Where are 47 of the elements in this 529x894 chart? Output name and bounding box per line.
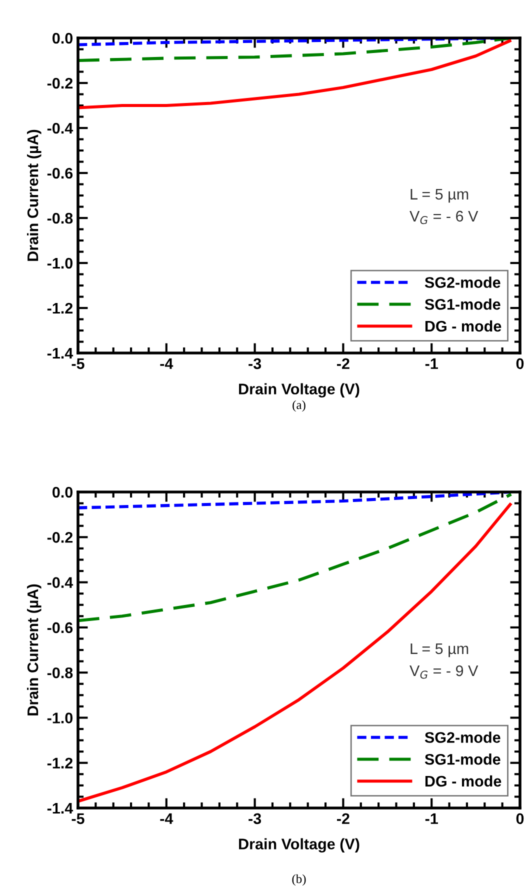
annotation: V$_{G}$ = - 6 V (410, 210, 478, 224)
text: (b) (292, 874, 306, 886)
y-tick-label: -1.2 (47, 302, 73, 314)
y-tick-label: 0.0 (52, 486, 73, 498)
x-axis-title: Drain Voltage (V) (239, 383, 360, 398)
legend-label: SG2-mode (424, 276, 500, 288)
x-tick-label: -4 (160, 813, 174, 824)
x-tick-label: -5 (72, 358, 84, 370)
y-tick-label: -1.2 (47, 758, 73, 768)
line-series (78, 38, 513, 110)
line-series (78, 492, 513, 622)
y-tick-label: -1.4 (47, 803, 74, 814)
text: (a) (292, 400, 306, 412)
y-tick-label: -1.4 (47, 348, 74, 359)
y-tick-label: -0.2 (47, 532, 73, 543)
y-tick-label: -1.0 (47, 712, 73, 724)
y-axis-title: Drain Current (µA) (27, 130, 42, 261)
x-tick-label: -5 (72, 813, 84, 824)
x-tick-label: 0 (516, 358, 524, 370)
x-tick-label: -2 (337, 813, 350, 824)
x-tick-label: -2 (337, 358, 350, 369)
y-tick-label: -0.6 (47, 622, 73, 634)
annotation: L = 5 µm (410, 188, 468, 203)
legend-label: DG - mode (425, 775, 502, 787)
y-tick-label: 0.0 (52, 32, 73, 44)
annotation: L = 5 µm (410, 643, 468, 658)
x-tick-label: -3 (248, 358, 262, 370)
y-axis-title: Drain Current (µA) (27, 584, 42, 716)
legend-label: DG - mode (425, 320, 502, 332)
y-tick-label: -1.0 (47, 258, 73, 269)
legend-label: SG1-mode (424, 298, 500, 310)
line-series (78, 502, 513, 803)
y-tick-label: -0.4 (47, 122, 74, 134)
x-tick-label: -1 (425, 358, 438, 369)
y-tick-label: -0.2 (47, 78, 73, 89)
legend-label: SG1-mode (424, 754, 500, 765)
y-tick-label: -0.6 (47, 168, 73, 179)
x-tick-label: -1 (425, 813, 438, 824)
y-tick-label: -0.8 (47, 667, 73, 678)
y-tick-label: -0.8 (47, 212, 73, 224)
x-tick-label: 0 (516, 813, 524, 824)
x-tick-label: -3 (248, 813, 262, 824)
x-tick-label: -4 (160, 358, 174, 369)
y-tick-label: -0.4 (47, 577, 74, 588)
legend-label: SG2-mode (424, 732, 500, 743)
x-axis-title: Drain Voltage (V) (239, 838, 360, 853)
annotation: V$_{G}$ = - 9 V (410, 665, 478, 679)
